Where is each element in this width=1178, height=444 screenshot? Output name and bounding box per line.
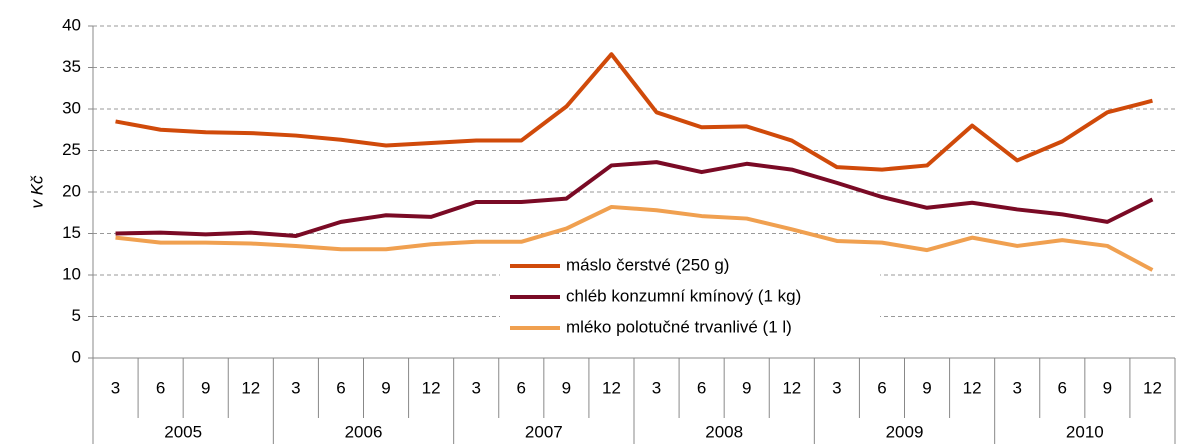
y-tick-label: 35 [62,57,81,76]
x-tick-label: 12 [963,378,982,397]
x-tick-label: 3 [111,378,120,397]
y-tick-label: 30 [62,98,81,117]
x-tick-label: 12 [782,378,801,397]
x-tick-label: 6 [336,378,345,397]
x-group-label: 2006 [345,422,383,441]
x-tick-label: 6 [156,378,165,397]
series-line [115,52,1153,172]
x-tick-label: 12 [602,378,621,397]
legend-label: chléb konzumní kmínový (1 kg) [566,286,801,305]
x-tick-label: 6 [1058,378,1067,397]
legend-label: máslo čerstvé (250 g) [566,255,729,274]
legend-label: mléko polotučné trvanlivé (1 l) [566,317,792,336]
y-tick-label: 15 [62,223,81,242]
x-tick-label: 3 [291,378,300,397]
y-axis-label: v Kč [27,175,46,209]
x-tick-label: 3 [1012,378,1021,397]
x-group-label: 2010 [1066,422,1104,441]
y-tick-label: 0 [72,347,81,366]
x-tick-label: 9 [1103,378,1112,397]
x-group-label: 2008 [705,422,743,441]
legend-box [500,250,880,344]
x-tick-label: 12 [1143,378,1162,397]
series-line [115,160,1154,238]
x-group-label: 2009 [886,422,924,441]
x-tick-label: 9 [922,378,931,397]
y-tick-label: 10 [62,264,81,283]
y-tick-label: 20 [62,181,81,200]
x-tick-label: 6 [697,378,706,397]
x-tick-label: 3 [471,378,480,397]
x-tick-label: 3 [652,378,661,397]
x-group-label: 2005 [164,422,202,441]
x-tick-label: 3 [832,378,841,397]
x-tick-label: 9 [201,378,210,397]
y-tick-label: 25 [62,140,81,159]
y-tick-label: 5 [72,306,81,325]
x-tick-label: 9 [742,378,751,397]
x-group-label: 2007 [525,422,563,441]
x-tick-label: 6 [517,378,526,397]
series-line [115,204,1154,272]
x-tick-label: 9 [562,378,571,397]
x-tick-label: 6 [877,378,886,397]
y-tick-label: 40 [62,15,81,34]
x-tick-label: 12 [241,378,260,397]
x-tick-label: 9 [381,378,390,397]
x-tick-label: 12 [422,378,441,397]
